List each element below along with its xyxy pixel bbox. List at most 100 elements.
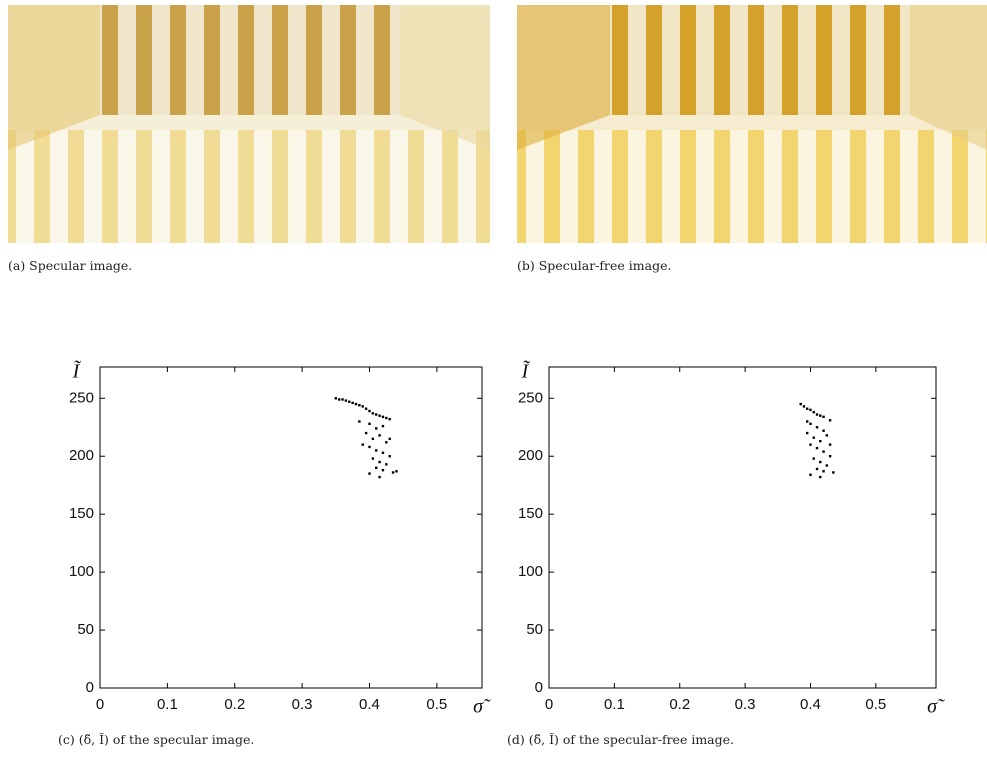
point [799, 402, 802, 406]
point [815, 426, 819, 429]
point [375, 449, 378, 452]
point [334, 397, 338, 400]
y-axis-label: Ĩ [521, 359, 531, 383]
point [828, 455, 832, 458]
point [819, 414, 822, 417]
point [822, 450, 825, 453]
point [378, 460, 381, 464]
point [822, 415, 825, 419]
x-tick-label: 0.3 [735, 696, 756, 713]
point [375, 413, 378, 416]
x-tick-label: 0.4 [800, 696, 821, 713]
point [381, 451, 385, 454]
point [348, 400, 351, 403]
point [368, 445, 371, 449]
point [812, 410, 815, 414]
point [341, 398, 344, 401]
point [381, 468, 385, 472]
y-tick-label: 150 [518, 505, 543, 522]
caption: (d) (δ̃, Ĩ) of the specular-free image. [507, 732, 734, 747]
y-tick-label: 50 [77, 621, 94, 638]
point [388, 417, 391, 421]
point [354, 402, 358, 406]
point [828, 443, 832, 446]
point [375, 427, 378, 430]
x-axis-label: σ̃ [927, 696, 945, 718]
x-tick-label: 0.1 [157, 696, 178, 713]
point [361, 443, 364, 446]
point [828, 419, 832, 422]
point [806, 420, 809, 423]
point [371, 412, 375, 415]
point [802, 405, 806, 408]
point [809, 422, 812, 425]
point [375, 466, 378, 470]
point [815, 467, 819, 471]
point [381, 424, 385, 428]
point [819, 439, 822, 443]
y-tick-label: 50 [526, 621, 543, 638]
y-tick-label: 250 [69, 389, 94, 406]
x-tick-label: 0.2 [669, 696, 690, 713]
point [378, 475, 381, 479]
point [337, 398, 341, 401]
point [364, 407, 368, 410]
x-tick-label: 0.4 [359, 696, 380, 713]
point [809, 443, 812, 446]
point [806, 431, 809, 435]
point [809, 408, 812, 412]
y-tick-label: 150 [69, 505, 94, 522]
point [368, 409, 371, 413]
point [344, 399, 348, 402]
point [391, 471, 395, 474]
point [819, 475, 822, 479]
point [825, 464, 829, 467]
x-axis-label: σ̃ [473, 696, 491, 718]
image-b [517, 5, 987, 243]
point [381, 415, 385, 419]
point [368, 472, 371, 475]
point [371, 457, 375, 460]
y-axis-label: Ĩ [72, 359, 82, 383]
point [812, 436, 815, 439]
point [822, 470, 825, 473]
point [806, 407, 809, 410]
x-tick-label: 0.3 [292, 696, 313, 713]
point [351, 401, 354, 405]
plot-area [548, 366, 937, 689]
x-tick-label: 0.5 [426, 696, 447, 713]
x-tick-label: 0 [96, 696, 104, 713]
x-tick-label: 0 [545, 696, 553, 713]
y-tick-label: 250 [518, 389, 543, 406]
y-tick-label: 200 [69, 447, 94, 464]
point [361, 405, 364, 408]
caption: (a) Specular image. [8, 258, 132, 273]
point [364, 431, 368, 435]
x-tick-label: 0.2 [224, 696, 245, 713]
image-a [8, 5, 490, 243]
y-tick-label: 0 [535, 679, 543, 696]
point [815, 446, 819, 450]
point [358, 404, 361, 407]
point [358, 420, 361, 423]
point [819, 460, 822, 464]
point [388, 437, 391, 441]
point [815, 413, 819, 416]
y-tick-label: 200 [518, 447, 543, 464]
point [825, 434, 829, 437]
x-tick-label: 0.1 [604, 696, 625, 713]
point [385, 441, 388, 444]
caption: (b) Specular-free image. [517, 258, 671, 273]
point [385, 416, 388, 420]
point [378, 434, 381, 437]
point [812, 457, 815, 460]
point [388, 455, 391, 458]
y-tick-label: 0 [86, 679, 94, 696]
point [378, 414, 381, 417]
point [822, 429, 825, 432]
point [371, 437, 375, 441]
x-tick-label: 0.5 [865, 696, 886, 713]
y-tick-label: 100 [518, 563, 543, 580]
